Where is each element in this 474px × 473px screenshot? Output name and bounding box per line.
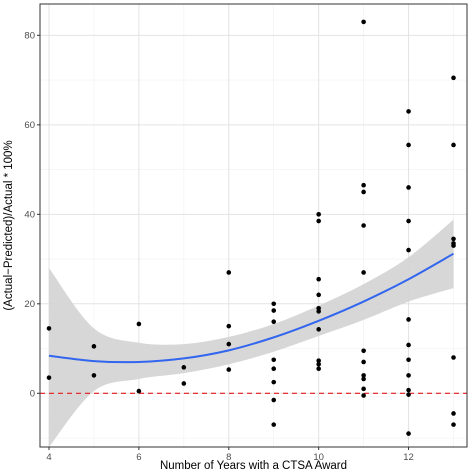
y-tick-label: 0 [30, 389, 35, 400]
data-point [451, 75, 456, 81]
data-point [316, 361, 321, 367]
data-point [271, 397, 277, 403]
data-point [361, 393, 366, 398]
data-point [406, 431, 411, 436]
data-point [451, 355, 456, 360]
grid-minor [40, 4, 467, 447]
data-point [91, 344, 97, 349]
data-point [316, 292, 321, 298]
confidence-band-area [48, 219, 454, 447]
data-point [271, 319, 277, 325]
data-point [46, 375, 52, 380]
data-point [316, 218, 321, 224]
x-tick-label: 12 [403, 452, 414, 463]
data-point [361, 189, 366, 195]
data-point [271, 422, 277, 427]
data-point [316, 276, 321, 282]
panel-border [39, 3, 468, 448]
data-point [406, 387, 411, 393]
data-point [361, 348, 366, 354]
data-point [316, 358, 321, 363]
x-tick-label: 6 [136, 452, 141, 463]
data-point [406, 357, 411, 363]
data-point [361, 270, 366, 275]
data-point [451, 236, 456, 242]
data-point [361, 373, 366, 378]
data-point [91, 373, 97, 378]
data-point [406, 373, 411, 378]
data-point [271, 366, 277, 371]
x-tick-label: 4 [46, 452, 51, 463]
data-point [226, 270, 232, 275]
data-point [406, 317, 411, 322]
grid-major [40, 4, 467, 447]
data-point [451, 422, 456, 427]
data-point [406, 342, 411, 348]
data-point [181, 365, 187, 370]
data-point [406, 142, 411, 148]
data-point [136, 388, 142, 394]
data-point [451, 243, 456, 248]
fitted-curve [48, 252, 455, 364]
data-point [226, 323, 232, 329]
data-point [316, 309, 321, 314]
data-point [316, 366, 321, 371]
data-point [406, 185, 411, 190]
confidence-band [48, 219, 454, 447]
data-point [361, 386, 366, 392]
data-point [271, 357, 277, 363]
data-point [271, 379, 277, 385]
data-point [451, 411, 456, 416]
data-point [226, 367, 232, 372]
data-point [406, 247, 411, 253]
data-point [361, 359, 366, 365]
y-tick-label: 20 [24, 299, 35, 310]
y-tick-label: 80 [24, 31, 35, 42]
y-axis-title: (Actual−Predicted)/Actual * 100% [3, 140, 15, 310]
data-point [181, 381, 187, 386]
x-tick-label: 8 [226, 452, 231, 463]
data-point [451, 142, 456, 148]
data-point [316, 327, 321, 332]
y-tick-label: 60 [24, 120, 35, 131]
data-point [316, 212, 321, 217]
data-point [406, 109, 411, 114]
data-point [361, 182, 366, 188]
data-point [406, 218, 411, 224]
data-point [406, 392, 411, 397]
y-tick-label: 40 [24, 210, 35, 221]
data-point [271, 308, 277, 313]
data-point [361, 223, 366, 228]
x-axis-title: Number of Years with a CTSA Award [160, 460, 347, 472]
data-point [46, 326, 52, 331]
data-point [136, 321, 142, 327]
smooth-line [48, 252, 455, 364]
data-point [361, 376, 366, 382]
data-point [271, 301, 277, 307]
data-point [361, 19, 366, 25]
x-axis-ticks: 4 6 8 10 12 [46, 447, 414, 463]
data-points [46, 19, 456, 436]
data-point [226, 341, 232, 347]
y-axis-ticks: 0 20 40 60 80 [24, 31, 40, 400]
x-tick-label: 10 [313, 452, 324, 463]
